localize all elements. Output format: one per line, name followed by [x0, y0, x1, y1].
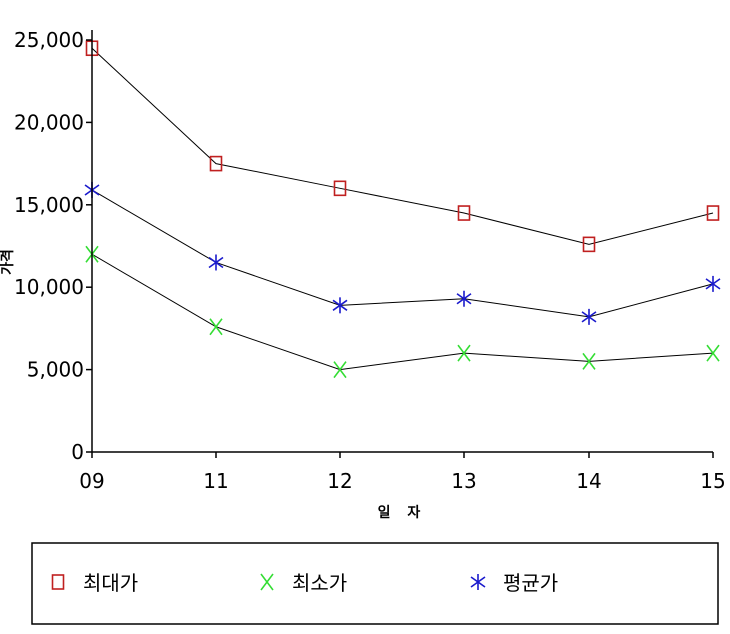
data-point — [209, 318, 223, 336]
legend-marker — [51, 574, 65, 590]
data-point-stroke — [208, 256, 224, 269]
data-point-stroke — [333, 361, 347, 379]
legend-item: 최대가 — [51, 571, 138, 595]
data-point — [333, 180, 347, 197]
y-tick-label: 10,000 — [14, 275, 84, 299]
x-tick-label: 12 — [327, 469, 352, 493]
legend-label: 최소가 — [292, 571, 347, 595]
data-point-stroke — [457, 344, 471, 362]
x-tick-label: 15 — [700, 469, 725, 493]
legend-marker — [470, 574, 486, 590]
data-point — [705, 275, 721, 292]
x-axis-title: 일 자 — [378, 505, 427, 521]
legend-label: 최대가 — [83, 571, 138, 595]
legend-marker — [260, 573, 274, 591]
series-line — [91, 253, 714, 371]
x-tick-label: 11 — [203, 469, 228, 493]
data-point-shape — [706, 205, 720, 221]
data-point — [208, 254, 224, 271]
legend-item: 최소가 — [260, 571, 347, 595]
data-point — [581, 308, 597, 325]
y-axis-title: 가격 — [0, 249, 16, 275]
data-point-shape — [457, 205, 471, 221]
series-lines — [91, 47, 714, 371]
x-tick-label: 13 — [451, 469, 476, 493]
y-tick-label: 5,000 — [27, 358, 84, 382]
x-axis-ticks: 09 11 12 13 14 15 — [79, 452, 726, 493]
data-point — [332, 297, 348, 314]
y-tick-label: 0 — [71, 440, 84, 464]
data-point-stroke — [582, 352, 596, 370]
x-tick-label: 14 — [576, 469, 601, 493]
data-point-stroke — [332, 299, 348, 311]
data-point — [582, 236, 596, 253]
legend-box — [31, 542, 719, 625]
series-markers — [84, 40, 721, 379]
data-point — [706, 205, 720, 221]
series-line — [91, 189, 714, 318]
y-tick-label: 20,000 — [14, 110, 84, 134]
data-point-shape — [582, 236, 596, 253]
data-point — [333, 361, 347, 379]
data-point-shape — [333, 180, 347, 197]
y-axis-ticks: 0 5,000 10,000 15,000 20,000 25,000 — [14, 28, 92, 464]
data-point — [457, 344, 471, 362]
legend-marker-shape — [51, 574, 65, 590]
x-tick-label: 09 — [79, 469, 104, 493]
legend-marker-stroke — [260, 573, 274, 591]
data-point-stroke — [706, 344, 720, 362]
y-tick-label: 25,000 — [14, 28, 84, 52]
data-point — [456, 290, 472, 307]
data-point-stroke — [581, 311, 597, 323]
data-point — [457, 205, 471, 221]
y-tick-label: 15,000 — [14, 193, 84, 217]
legend-label: 평균가 — [503, 571, 558, 595]
legend-marker-stroke — [470, 576, 486, 588]
data-point — [582, 352, 596, 370]
data-point — [706, 344, 720, 362]
data-point-stroke — [456, 293, 472, 305]
data-point-stroke — [209, 318, 223, 336]
legend: 최대가 최소가 평균가 — [51, 571, 558, 595]
series-line — [91, 47, 714, 245]
legend-item: 평균가 — [470, 571, 558, 595]
data-point-stroke — [705, 278, 721, 290]
data-point-shape — [209, 155, 223, 172]
data-point — [209, 155, 223, 172]
